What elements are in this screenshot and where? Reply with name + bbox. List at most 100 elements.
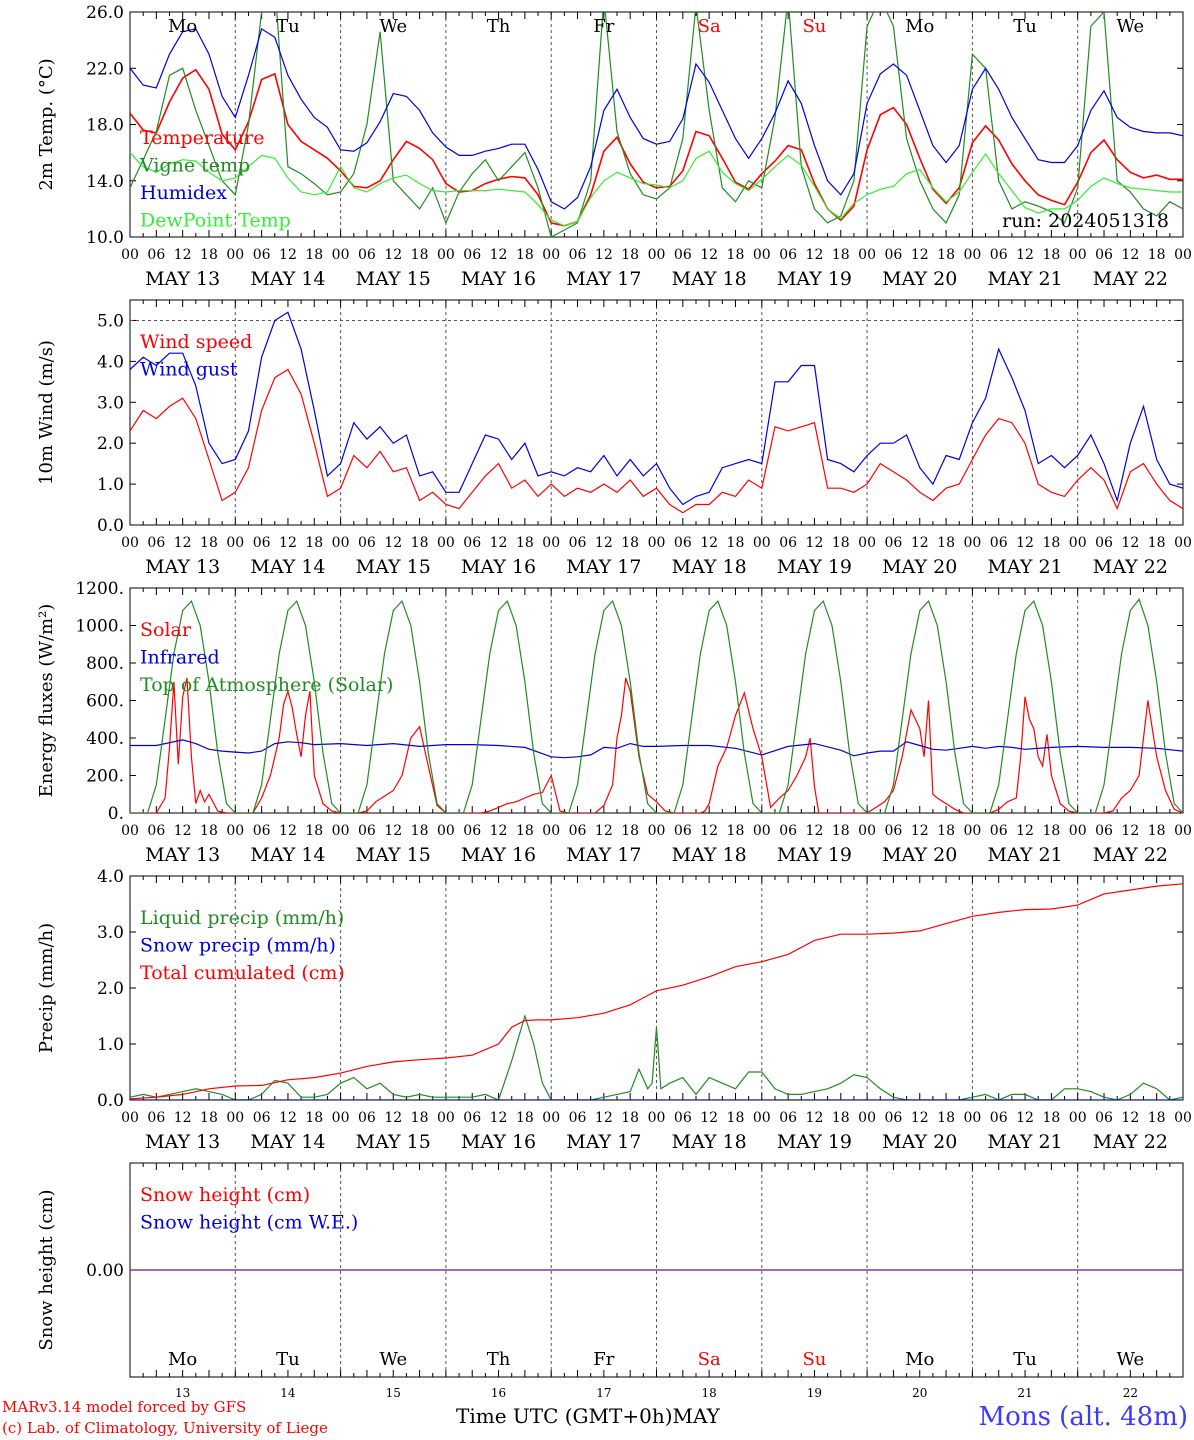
hour-tick-label: 00 [753, 1110, 771, 1126]
y-tick-label: 1.0 [97, 1035, 124, 1055]
date-label: MAY 16 [461, 556, 536, 578]
hour-tick-label: 00 [1174, 823, 1192, 839]
hour-tick-label: 00 [648, 247, 666, 263]
weekday-label: Su [802, 16, 826, 37]
legend-entry: Wind gust [140, 359, 238, 381]
hour-tick-label: 06 [1095, 823, 1113, 839]
hour-tick-label: 18 [832, 247, 850, 263]
hour-tick-label: 00 [1174, 1110, 1192, 1126]
hour-tick-label: 00 [1069, 247, 1087, 263]
day-number-label: 16 [491, 1386, 506, 1400]
y-tick-label: 1200. [75, 579, 124, 599]
hour-tick-label: 06 [674, 823, 692, 839]
legend-entry: Temperature [140, 127, 264, 149]
hour-tick-label: 12 [806, 1110, 824, 1126]
day-number-label: 18 [702, 1386, 717, 1400]
hour-tick-label: 06 [990, 535, 1008, 551]
series-line-humidex [130, 27, 1183, 210]
y-tick-label: 1000. [75, 617, 124, 637]
hour-tick-label: 18 [200, 247, 218, 263]
hour-tick-label: 18 [200, 1110, 218, 1126]
hour-tick-label: 12 [806, 535, 824, 551]
hour-tick-label: 18 [516, 823, 534, 839]
hour-tick-label: 00 [1069, 823, 1087, 839]
hour-tick-label: 12 [911, 823, 929, 839]
hour-tick-label: 00 [858, 1110, 876, 1126]
series-line-liquid-precip-mm-h- [130, 1013, 1183, 1100]
hour-tick-label: 00 [121, 535, 139, 551]
date-label: MAY 13 [145, 556, 220, 578]
hour-tick-label: 18 [1042, 247, 1060, 263]
hour-tick-label: 18 [305, 247, 323, 263]
hour-tick-label: 18 [305, 823, 323, 839]
hour-tick-label: 06 [779, 823, 797, 839]
hour-tick-label: 06 [358, 823, 376, 839]
hour-tick-label: 18 [937, 535, 955, 551]
panel-precip [129, 875, 1184, 1101]
hour-tick-label: 06 [253, 247, 271, 263]
legend-entry: Humidex [140, 182, 227, 204]
hour-tick-label: 00 [332, 823, 350, 839]
series-line-dewpoint-temp [130, 150, 1183, 227]
legend-entry: Top of Atmosphere (Solar) [140, 674, 393, 696]
day-number-label: 17 [596, 1386, 611, 1400]
hour-tick-label: 00 [226, 823, 244, 839]
hour-tick-label: 18 [832, 1110, 850, 1126]
date-label: MAY 17 [566, 556, 641, 578]
hour-tick-label: 06 [147, 823, 165, 839]
hour-tick-label: 18 [1042, 823, 1060, 839]
time-axis-label: Time UTC (GMT+0h) [456, 1404, 673, 1428]
hour-tick-label: 00 [226, 535, 244, 551]
hour-tick-label: 12 [1121, 247, 1139, 263]
hour-tick-label: 12 [595, 823, 613, 839]
hour-tick-label: 18 [727, 823, 745, 839]
hour-tick-label: 12 [700, 247, 718, 263]
hour-tick-label: 00 [963, 535, 981, 551]
hour-tick-label: 00 [858, 247, 876, 263]
date-label: MAY 14 [250, 844, 325, 866]
y-tick-label: 4.0 [97, 352, 124, 372]
hour-tick-label: 00 [121, 247, 139, 263]
hour-tick-label: 00 [332, 535, 350, 551]
hour-tick-label: 18 [621, 1110, 639, 1126]
hour-tick-label: 18 [937, 1110, 955, 1126]
panel-energy [129, 587, 1184, 814]
weekday-label: We [1117, 16, 1145, 37]
hour-tick-label: 00 [648, 1110, 666, 1126]
weekday-label: Fr [593, 1349, 614, 1370]
hour-tick-label: 12 [174, 247, 192, 263]
hour-tick-label: 18 [727, 535, 745, 551]
lab-credit: (c) Lab. of Climatology, University of L… [2, 1419, 328, 1437]
hour-tick-label: 12 [595, 247, 613, 263]
weekday-label: We [379, 16, 407, 37]
series-line-wind-gust [130, 311, 1183, 506]
hour-tick-label: 00 [332, 1110, 350, 1126]
day-number-label: 15 [386, 1386, 401, 1400]
hour-tick-label: 12 [911, 1110, 929, 1126]
hour-tick-label: 18 [1042, 1110, 1060, 1126]
time-axis-title: Time UTC (GMT+0h)MAY [456, 1404, 720, 1428]
date-label: MAY 21 [987, 268, 1062, 290]
date-label: MAY 17 [566, 1131, 641, 1153]
hour-tick-label: 12 [911, 535, 929, 551]
date-label: MAY 14 [250, 268, 325, 290]
hour-tick-label: 00 [226, 247, 244, 263]
hour-tick-label: 00 [858, 823, 876, 839]
hour-tick-label: 12 [1016, 535, 1034, 551]
y-tick-label: 600. [86, 692, 124, 712]
y-tick-label: 400. [86, 729, 124, 749]
hour-tick-label: 18 [411, 823, 429, 839]
hour-tick-label: 12 [279, 247, 297, 263]
y-tick-label: 0.0 [97, 516, 124, 536]
hour-tick-label: 12 [384, 535, 402, 551]
hour-tick-label: 18 [1148, 247, 1166, 263]
hour-tick-label: 06 [358, 535, 376, 551]
hour-tick-label: 18 [621, 247, 639, 263]
y-tick-label: 1.0 [97, 475, 124, 495]
hour-tick-label: 12 [700, 823, 718, 839]
date-label: MAY 19 [777, 268, 852, 290]
hour-tick-label: 12 [700, 1110, 718, 1126]
hour-tick-label: 00 [753, 247, 771, 263]
date-label: MAY 22 [1093, 844, 1168, 866]
hour-tick-label: 06 [779, 247, 797, 263]
